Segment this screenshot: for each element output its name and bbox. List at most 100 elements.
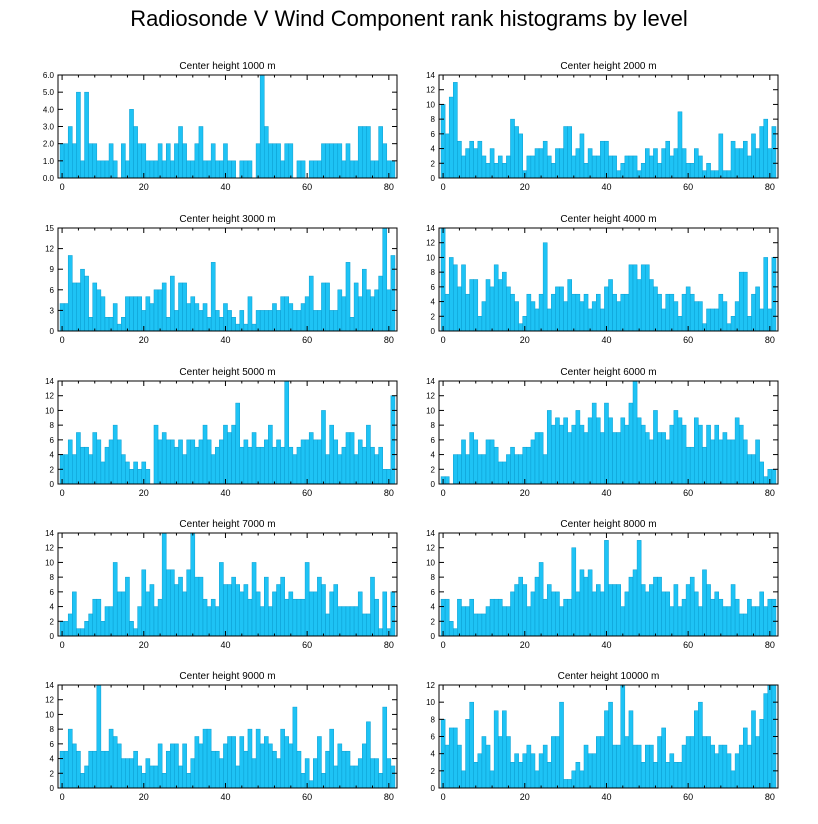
- bar: [710, 744, 715, 789]
- bar: [59, 750, 65, 789]
- y-tick-label: 10: [45, 558, 54, 567]
- bar: [145, 469, 151, 485]
- bar: [284, 598, 290, 637]
- bar: [546, 584, 552, 637]
- bar: [542, 744, 548, 789]
- bar: [640, 762, 646, 789]
- bar: [681, 744, 687, 789]
- bar: [579, 770, 585, 789]
- bar: [349, 160, 355, 179]
- bar: [698, 155, 703, 179]
- bar: [526, 293, 532, 332]
- bar: [645, 264, 650, 332]
- bar: [616, 301, 621, 332]
- bar: [481, 155, 487, 179]
- bar: [313, 591, 318, 637]
- bar: [538, 432, 544, 485]
- bar: [596, 584, 601, 637]
- bar: [357, 126, 363, 179]
- x-tick-label: 0: [60, 640, 65, 650]
- x-tick-label: 40: [220, 488, 230, 498]
- bar: [129, 296, 134, 332]
- bar: [92, 432, 98, 485]
- bar: [502, 606, 507, 637]
- bar: [596, 155, 601, 179]
- bar: [551, 424, 556, 485]
- x-tick-label: 20: [520, 488, 530, 498]
- bar: [457, 286, 462, 332]
- bar: [538, 148, 544, 179]
- bar: [349, 317, 355, 332]
- bar: [145, 296, 151, 332]
- bar: [685, 584, 691, 637]
- bar: [219, 439, 224, 485]
- bar: [157, 289, 163, 332]
- bar: [755, 736, 760, 789]
- bar: [300, 773, 306, 789]
- bar: [227, 736, 232, 789]
- bar: [743, 140, 748, 179]
- x-tick-label: 0: [60, 335, 65, 345]
- histogram-panel-10: Center height 10000 m 0 20 40 60 80 0 2 4 6 8 10 12: [426, 671, 779, 802]
- bar: [182, 282, 187, 332]
- bar: [370, 160, 375, 179]
- bar: [457, 140, 462, 179]
- y-tick-label: 6: [431, 436, 436, 445]
- bar: [612, 584, 617, 637]
- bar: [366, 126, 371, 179]
- panel-title: Center height 3000 m: [179, 214, 275, 225]
- bar: [763, 257, 769, 332]
- bar: [685, 446, 691, 485]
- bar: [276, 143, 281, 179]
- bar: [227, 160, 232, 179]
- bar: [362, 613, 367, 637]
- bar: [370, 576, 375, 637]
- bar: [489, 439, 495, 485]
- bar: [374, 289, 379, 332]
- bar: [292, 706, 298, 789]
- bar: [706, 308, 711, 332]
- bar: [300, 439, 306, 485]
- bar: [751, 133, 756, 179]
- bar: [645, 744, 650, 789]
- bar: [763, 606, 769, 637]
- bar: [321, 282, 326, 332]
- bar: [104, 160, 110, 179]
- bar: [551, 163, 556, 179]
- bar: [665, 293, 671, 332]
- bar: [300, 303, 306, 332]
- y-tick-label: 14: [426, 71, 435, 80]
- bar: [382, 591, 388, 637]
- histogram-panel-1: Center height 1000 m 0 20 40 60 80 0.0 1.0 2.0 3.…: [43, 61, 398, 192]
- bar: [202, 598, 208, 637]
- x-tick-label: 20: [139, 792, 149, 802]
- bar: [353, 282, 359, 332]
- bar: [571, 424, 577, 485]
- bar: [333, 143, 339, 179]
- bar: [198, 439, 204, 485]
- bar: [497, 598, 503, 637]
- bar: [551, 293, 556, 332]
- bar: [689, 576, 695, 637]
- bar: [689, 293, 695, 332]
- bar: [223, 584, 228, 637]
- bar: [661, 148, 666, 179]
- bar: [72, 454, 77, 485]
- bar: [738, 744, 744, 789]
- bar: [563, 779, 568, 789]
- x-tick-label: 0: [60, 792, 65, 802]
- bar: [174, 446, 179, 485]
- bar: [669, 606, 675, 637]
- bar: [600, 736, 605, 789]
- bar: [378, 126, 383, 179]
- bar: [92, 143, 98, 179]
- bar: [382, 706, 388, 789]
- bar: [465, 719, 470, 789]
- bar: [353, 765, 359, 789]
- bar: [341, 606, 347, 637]
- bar: [726, 753, 732, 789]
- bar: [628, 710, 634, 789]
- bar: [538, 293, 544, 332]
- bar: [194, 576, 200, 637]
- bar: [268, 743, 273, 789]
